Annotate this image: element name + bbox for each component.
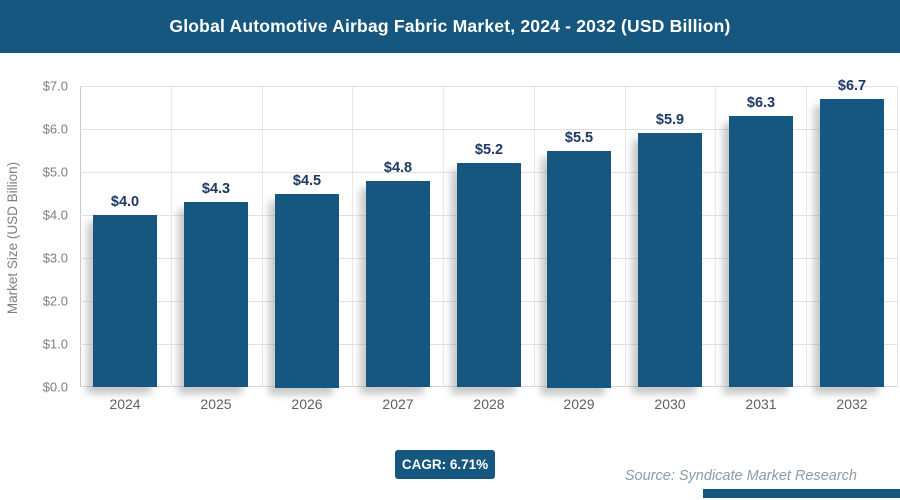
xtick-label-2029: 2029 — [563, 396, 595, 412]
xtick-label-2032: 2032 — [836, 396, 868, 412]
bar-2028 — [457, 163, 521, 387]
ytick-label-$5.0: $5.0 — [42, 164, 68, 180]
y-axis-title: Market Size (USD Billion) — [5, 161, 20, 315]
ytick-label-$6.0: $6.0 — [42, 121, 68, 137]
gridline-v-1 — [171, 86, 172, 387]
gridline-v-2 — [262, 86, 263, 387]
bar-value-label-2028: $5.2 — [474, 142, 504, 158]
gridline-v-9 — [897, 86, 898, 387]
chart-title: Global Automotive Airbag Fabric Market, … — [169, 16, 731, 36]
gridline-v-8 — [806, 86, 807, 387]
cagr-badge: CAGR: 6.71% — [395, 450, 495, 479]
bar-value-label-2025: $4.3 — [201, 181, 231, 197]
gridline-v-4 — [443, 86, 444, 387]
bar-value-label-2026: $4.5 — [292, 173, 322, 189]
bar-value-label-2024: $4.0 — [110, 194, 140, 210]
ytick-label-$0.0: $0.0 — [42, 379, 68, 395]
chart-region: Market Size (USD Billion) $0.0 $1.0 $2.0 $3… — [0, 53, 900, 413]
bar-value-label-2030: $5.9 — [655, 112, 685, 128]
y-axis-line — [80, 86, 81, 387]
ytick-label-$3.0: $3.0 — [42, 250, 68, 266]
bar-value-label-2029: $5.5 — [564, 130, 594, 146]
chart-title-bar: Global Automotive Airbag Fabric Market, … — [0, 0, 900, 53]
xtick-label-2028: 2028 — [473, 396, 505, 412]
xtick-label-2025: 2025 — [200, 396, 232, 412]
ytick-label-$4.0: $4.0 — [42, 207, 68, 223]
bar-value-label-2032: $6.7 — [837, 78, 867, 94]
chart-footer: CAGR: 6.71% Source: Syndicate Market Res… — [0, 413, 900, 500]
bar-2031 — [729, 116, 793, 387]
ytick-label-$7.0: $7.0 — [42, 78, 68, 94]
gridline-h-$6.0 — [80, 129, 897, 130]
xtick-label-2026: 2026 — [291, 396, 323, 412]
xtick-label-2027: 2027 — [382, 396, 414, 412]
bar-2027 — [366, 181, 430, 387]
xtick-label-2030: 2030 — [654, 396, 686, 412]
bar-value-label-2031: $6.3 — [746, 95, 776, 111]
ytick-label-$2.0: $2.0 — [42, 293, 68, 309]
gridline-v-6 — [625, 86, 626, 387]
gridline-h-$7.0 — [80, 86, 897, 87]
footer-accent-strip — [703, 489, 900, 498]
gridline-v-5 — [534, 86, 535, 387]
xtick-label-2031: 2031 — [745, 396, 777, 412]
bar-2029 — [547, 151, 611, 388]
xtick-label-2024: 2024 — [109, 396, 141, 412]
bar-2025 — [184, 202, 248, 387]
gridline-v-3 — [352, 86, 353, 387]
bar-2032 — [820, 99, 884, 387]
bar-value-label-2027: $4.8 — [383, 160, 413, 176]
bar-2030 — [638, 133, 702, 387]
source-attribution: Source: Syndicate Market Research — [624, 468, 857, 484]
gridline-v-7 — [715, 86, 716, 387]
bar-2024 — [93, 215, 157, 387]
ytick-label-$1.0: $1.0 — [42, 336, 68, 352]
plot-area — [80, 86, 898, 388]
bar-2026 — [275, 194, 339, 388]
